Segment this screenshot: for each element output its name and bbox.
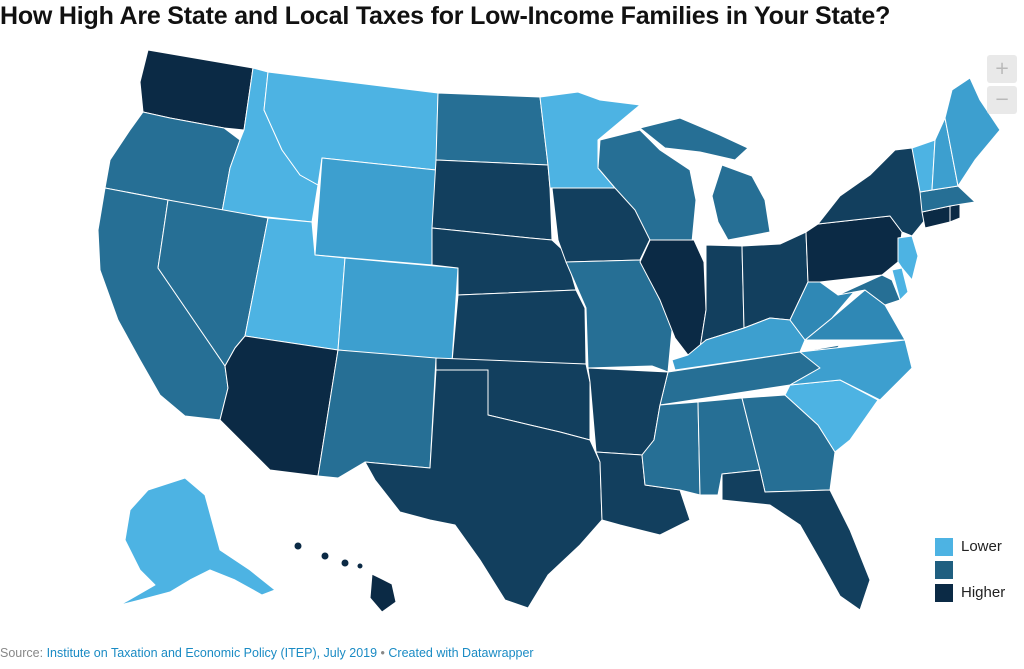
state-texas[interactable] [364, 369, 603, 609]
state-north-carolina[interactable] [789, 339, 913, 401]
state-kansas[interactable] [451, 289, 587, 365]
legend-label-higher: Higher [961, 584, 1006, 601]
state-florida[interactable] [721, 469, 871, 611]
state-colorado[interactable] [337, 257, 459, 363]
datawrapper-link[interactable]: Created with Datawrapper [388, 646, 534, 660]
state-rhode-island[interactable] [949, 203, 961, 223]
legend-label-lower: Lower [961, 538, 1002, 555]
legend-item-higher: Higher [935, 581, 1005, 604]
state-alaska[interactable] [119, 477, 276, 606]
state-hawaii[interactable] [293, 541, 397, 613]
legend-item-lower: Lower [935, 535, 1005, 558]
footer-prefix: Source: [0, 646, 47, 660]
state-arizona[interactable] [219, 335, 339, 477]
state-michigan[interactable] [639, 117, 771, 241]
source-footer: Source: Institute on Taxation and Econom… [0, 646, 534, 660]
legend-swatch-middle [935, 560, 953, 579]
state-minnesota[interactable] [539, 91, 641, 189]
legend: Lower Higher [935, 535, 1005, 604]
legend-item-middle [935, 558, 1005, 581]
source-link[interactable]: Institute on Taxation and Economic Polic… [46, 646, 378, 660]
zoom-out-button[interactable]: − [987, 86, 1017, 114]
state-maryland[interactable] [837, 274, 901, 306]
state-maine[interactable] [944, 77, 1001, 187]
legend-swatch-lower [935, 537, 953, 556]
state-pennsylvania[interactable] [805, 215, 903, 283]
state-wyoming[interactable] [314, 157, 437, 266]
state-new-jersey[interactable] [897, 235, 919, 281]
footer-separator: • [377, 646, 389, 660]
state-new-mexico[interactable] [317, 349, 437, 479]
legend-swatch-higher [935, 583, 953, 602]
zoom-in-button[interactable]: + [987, 55, 1017, 83]
state-delaware[interactable] [891, 267, 909, 301]
state-north-dakota[interactable] [435, 92, 549, 166]
state-south-dakota[interactable] [431, 159, 553, 241]
chart-title: How High Are State and Local Taxes for L… [0, 2, 891, 30]
